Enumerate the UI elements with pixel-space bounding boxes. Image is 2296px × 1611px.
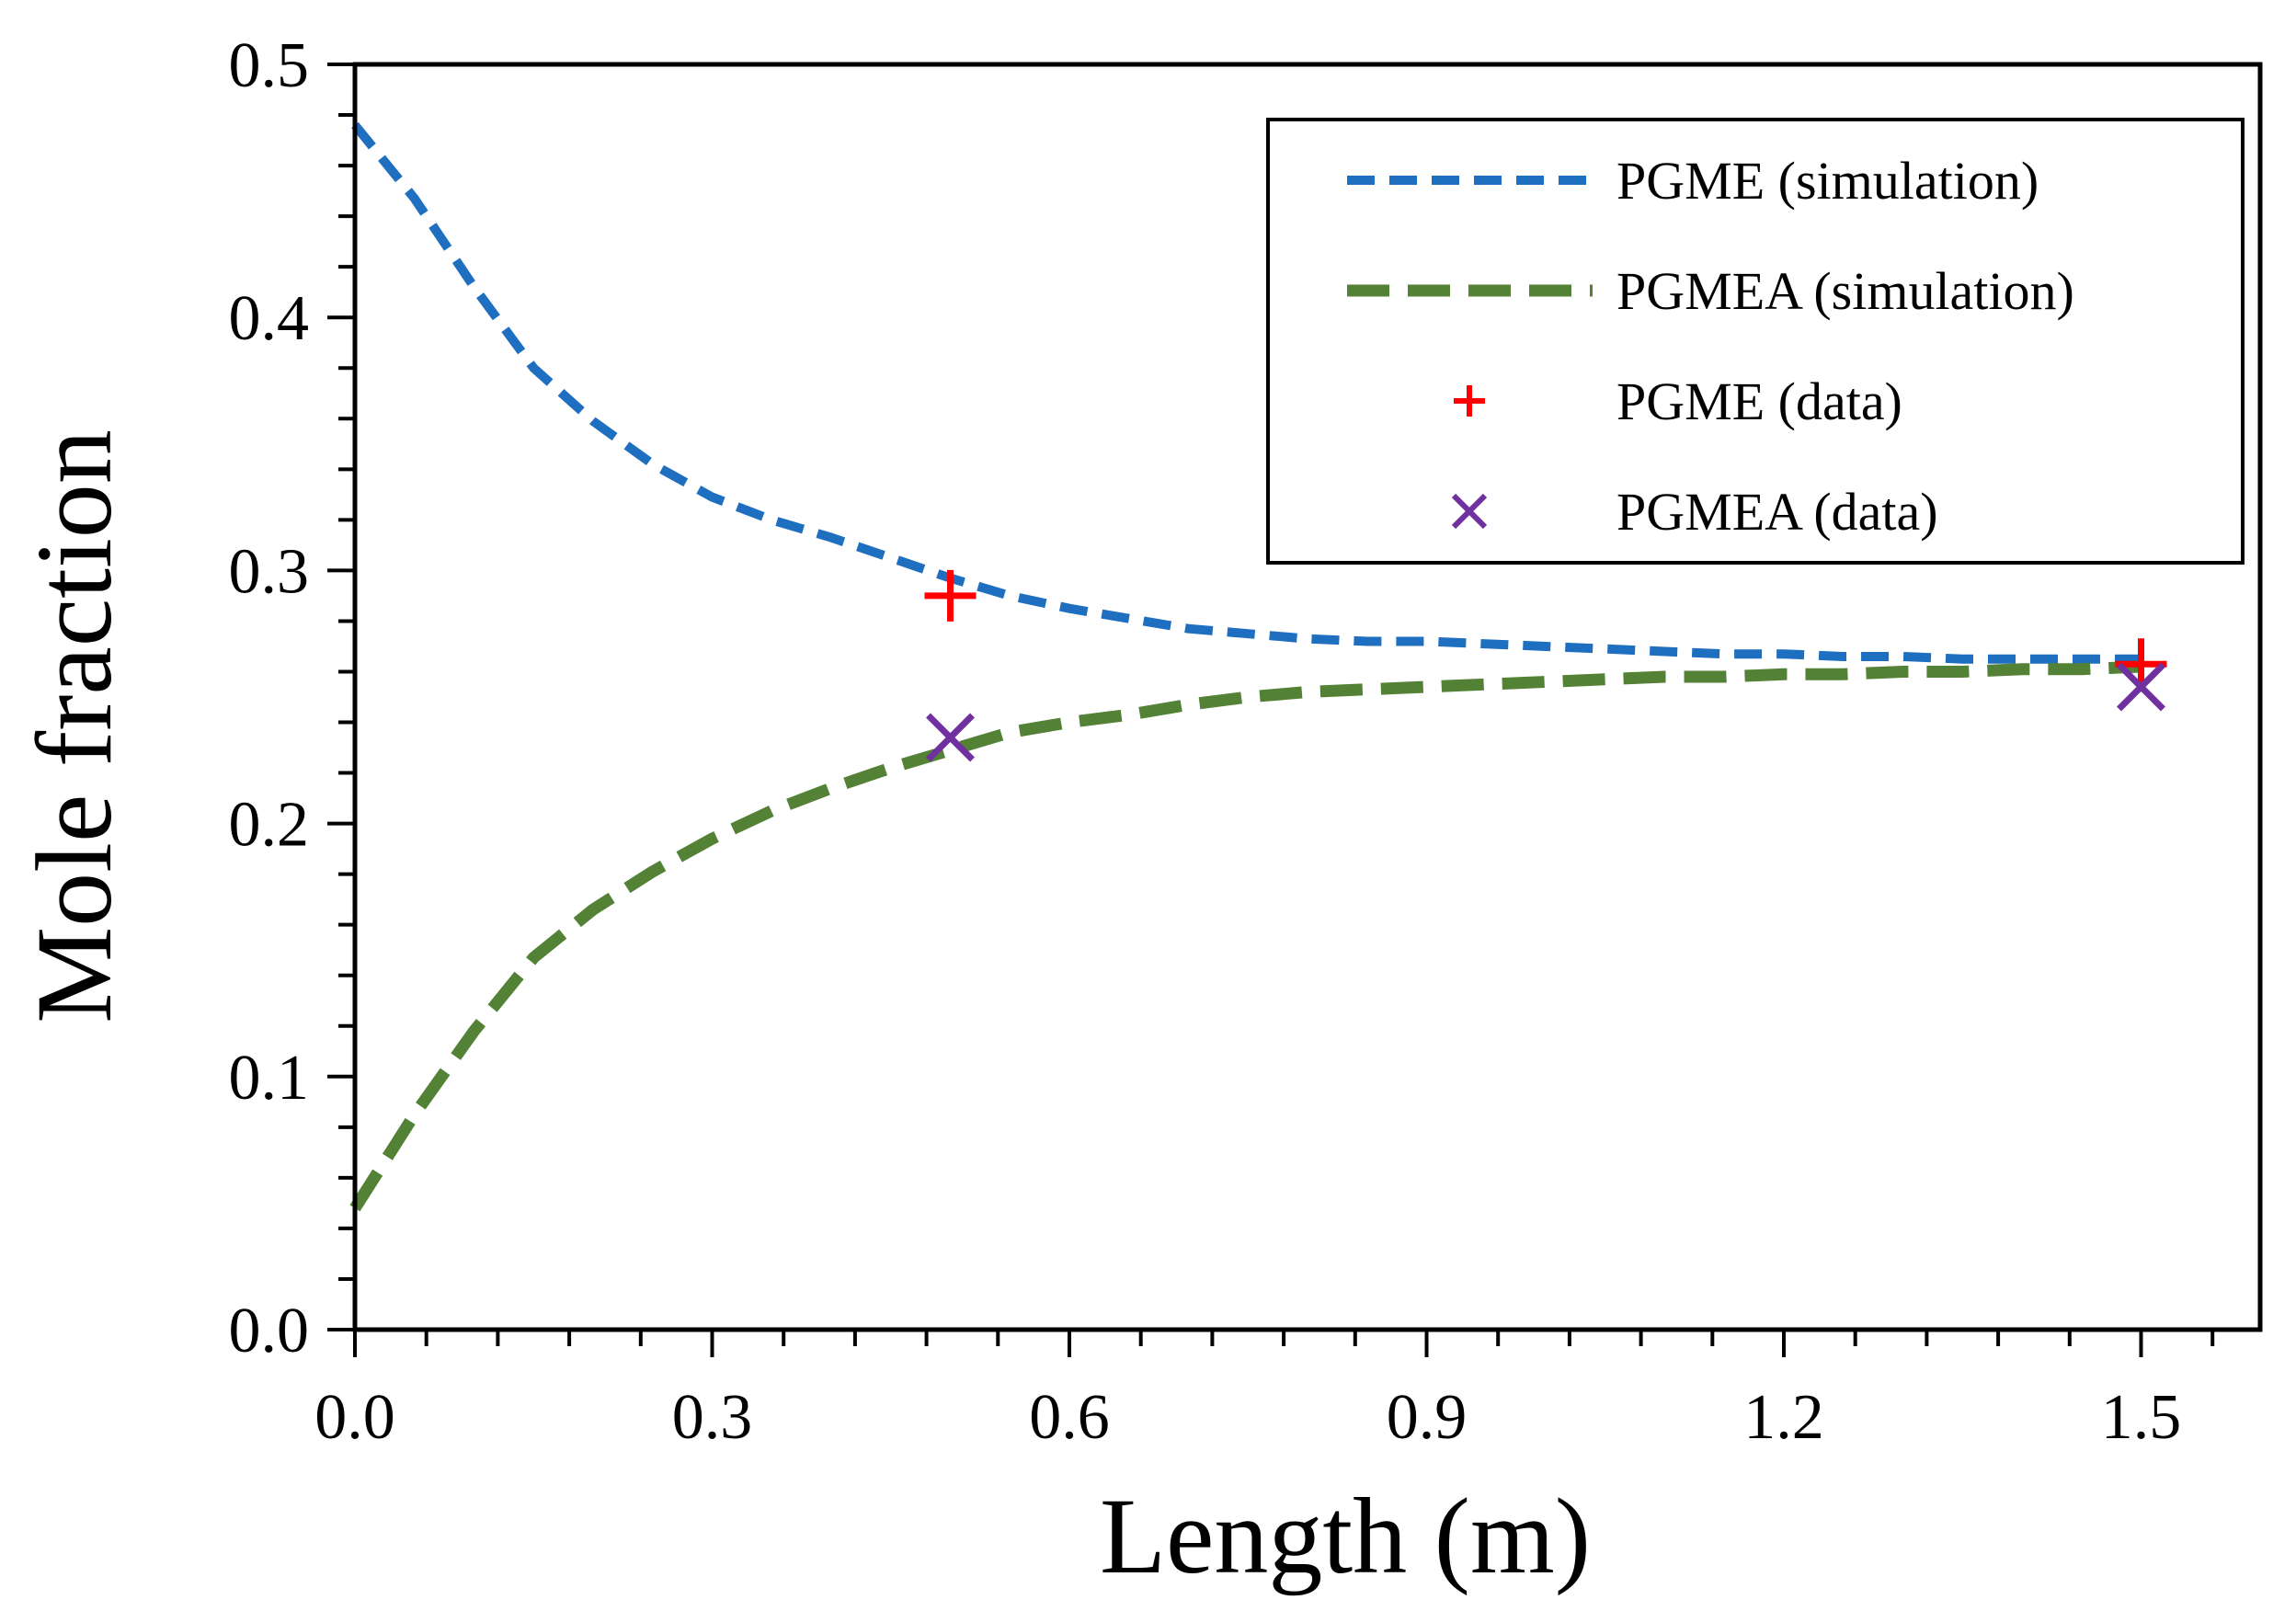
series-line-1 bbox=[351, 121, 2142, 664]
data-point-x bbox=[2117, 662, 2165, 712]
y-axis-ticks: 0.0 0.1 0.2 0.3 0.4 0.5 bbox=[229, 30, 355, 1366]
x-axis-title: Length (m) bbox=[1100, 1476, 1591, 1596]
data-point-x bbox=[926, 713, 975, 762]
legend-label: PGMEA (data) bbox=[1616, 482, 1938, 542]
x-tick-label: 0.9 bbox=[1387, 1382, 1468, 1453]
y-tick-label: 0.4 bbox=[229, 283, 310, 354]
x-tick-label: 0.6 bbox=[1029, 1382, 1110, 1453]
x-tick-label: 1.5 bbox=[2101, 1382, 2182, 1453]
series-line-2 bbox=[349, 660, 2142, 1212]
legend-items: PGME (simulation) PGMEA (simulation) PGME … bbox=[1347, 151, 2074, 542]
legend-label: PGME (data) bbox=[1616, 371, 1902, 431]
x-tick-label: 0.0 bbox=[314, 1382, 395, 1453]
legend-box bbox=[1266, 118, 2245, 565]
y-axis-title: Mole fraction bbox=[14, 429, 134, 1023]
y-tick-label: 0.2 bbox=[229, 790, 310, 861]
plot-series bbox=[349, 121, 2167, 1212]
y-tick-label: 0.3 bbox=[229, 536, 310, 607]
x-tick-label: 0.3 bbox=[672, 1382, 753, 1453]
x-tick-label: 1.2 bbox=[1743, 1382, 1824, 1453]
y-tick-label: 0.0 bbox=[229, 1296, 310, 1366]
data-point-plus bbox=[924, 569, 977, 622]
x-axis-ticks: 0.0 0.3 0.6 0.9 1.2 1.5 bbox=[314, 1330, 2215, 1453]
legend-label: PGMEA (simulation) bbox=[1616, 261, 2074, 321]
legend-swatch-marker bbox=[1454, 385, 1485, 417]
plot-frame bbox=[352, 62, 2263, 1332]
y-tick-label: 0.5 bbox=[229, 30, 310, 101]
legend-label: PGME (simulation) bbox=[1616, 151, 2039, 211]
legend: PGME (simulation) PGMEA (simulation) PGME … bbox=[1266, 118, 2245, 565]
data-point-plus bbox=[2115, 638, 2167, 691]
legend-swatch-marker bbox=[1451, 493, 1488, 530]
y-tick-label: 0.1 bbox=[229, 1043, 310, 1114]
